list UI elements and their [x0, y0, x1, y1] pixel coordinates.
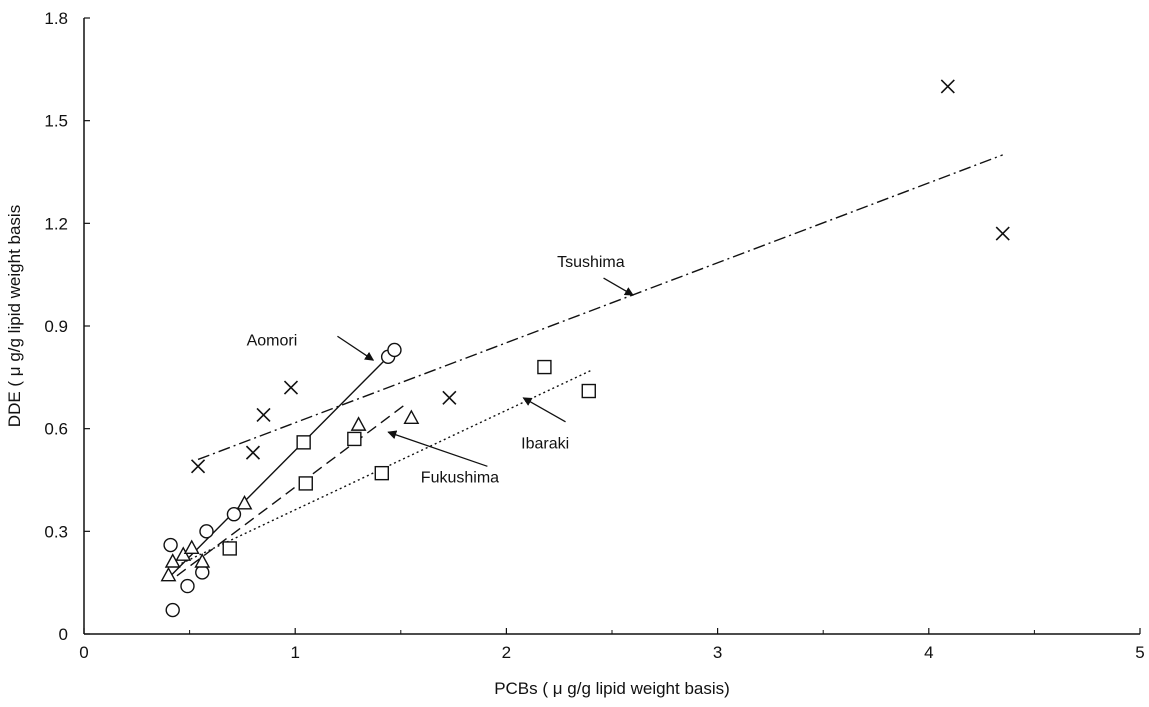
annotation-arrow-fukushima	[387, 430, 488, 467]
annotation-label-aomori: Aomori	[247, 333, 298, 350]
point-aomori	[387, 342, 402, 358]
x-tick-label: 2	[502, 643, 511, 662]
fit-line-aomori	[170, 356, 389, 577]
series-tsushima	[190, 79, 1010, 474]
fit-lines	[170, 154, 1003, 577]
point-fukushima	[183, 539, 200, 555]
point-tsushima	[245, 445, 261, 460]
fit-line-ibaraki	[176, 369, 592, 567]
x-tick-label: 3	[713, 643, 722, 662]
series-aomori	[163, 342, 402, 618]
point-ibaraki	[537, 359, 552, 375]
x-tick-label: 4	[924, 643, 933, 662]
point-ibaraki	[374, 465, 389, 481]
x-axis-title: PCBs ( μ g/g lipid weight basis)	[494, 679, 730, 698]
y-tick-label: 1.2	[44, 214, 68, 233]
point-tsushima	[283, 380, 299, 395]
point-fukushima	[350, 416, 367, 431]
annotation-label-tsushima: Tsushima	[557, 254, 625, 271]
y-tick-label: 0.3	[44, 522, 68, 541]
point-fukushima	[160, 566, 177, 582]
point-tsushima	[442, 390, 457, 405]
point-tsushima	[940, 79, 955, 94]
annotation-arrow-tsushima	[603, 277, 634, 296]
point-fukushima	[403, 409, 420, 424]
point-aomori	[226, 507, 242, 522]
y-axis-title: DDE ( μ g/g lipid weight basis	[5, 205, 24, 427]
point-aomori	[199, 524, 214, 539]
point-ibaraki	[347, 431, 362, 447]
x-tick-label: 5	[1135, 643, 1144, 662]
axes: 0 1 2 3 4 5 0 0.3 0.6 0.9 1.2 1.5 1.8	[44, 9, 1144, 662]
annotation-arrow-ibaraki	[522, 397, 566, 423]
point-tsushima	[256, 407, 271, 423]
annotation-label-ibaraki: Ibaraki	[521, 435, 569, 452]
annotations: Aomori Tsushima Ibaraki Fukushima	[247, 254, 634, 487]
data-points	[160, 79, 1010, 618]
y-tick-label: 1.5	[44, 112, 68, 131]
point-aomori	[180, 578, 195, 594]
point-ibaraki	[296, 435, 311, 450]
point-aomori	[195, 565, 210, 580]
x-tick-label: 0	[79, 643, 88, 662]
point-ibaraki	[222, 541, 237, 556]
point-tsushima	[190, 459, 206, 474]
annotation-arrow-aomori	[337, 335, 375, 361]
point-ibaraki	[581, 383, 596, 399]
y-tick-label: 0.9	[44, 317, 68, 336]
series-fukushima	[160, 409, 420, 582]
y-tick-label: 1.8	[44, 9, 68, 28]
y-tick-label: 0	[59, 625, 68, 644]
point-tsushima	[995, 226, 1010, 241]
annotation-label-fukushima: Fukushima	[421, 470, 499, 487]
fit-line-tsushima	[197, 154, 1003, 461]
y-tick-label: 0.6	[44, 420, 68, 439]
point-aomori	[165, 602, 180, 618]
x-tick-label: 1	[290, 643, 299, 662]
fit-line-fukushima	[176, 404, 406, 577]
series-ibaraki	[222, 359, 596, 556]
point-ibaraki	[298, 476, 313, 491]
point-aomori	[163, 537, 178, 553]
point-fukushima	[236, 494, 253, 510]
point-fukushima	[194, 553, 211, 568]
